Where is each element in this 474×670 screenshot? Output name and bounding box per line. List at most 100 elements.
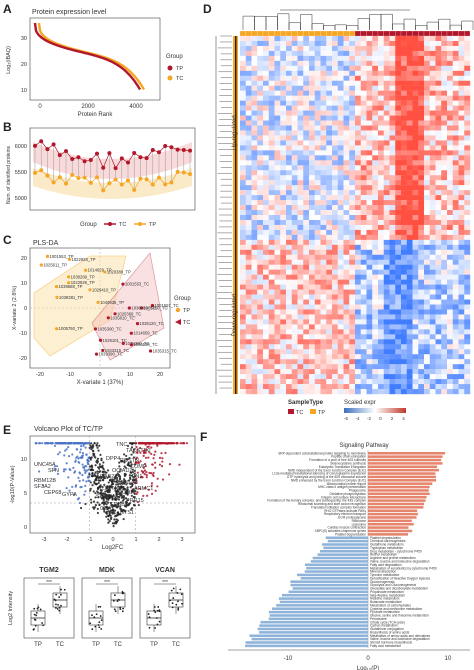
panel-d-heat-cell	[435, 135, 442, 141]
panel-e-point	[114, 515, 117, 518]
panel-d-heat-cell	[360, 344, 367, 350]
panel-d-heat-cell	[268, 334, 275, 340]
panel-e-box-point	[181, 602, 183, 605]
panel-d-heat-cell	[268, 234, 275, 241]
panel-d-heat-cell	[378, 224, 384, 231]
panel-e-xtick: -1	[88, 537, 93, 543]
panel-d-heat-cell	[343, 190, 350, 196]
panel-d-heat-cell	[263, 379, 269, 385]
panel-a-legend-tc: TC	[176, 76, 183, 82]
panel-e-point	[86, 459, 89, 462]
panel-d-heat-cell	[412, 264, 419, 270]
panel-d-heat-cell	[320, 120, 327, 126]
panel-d-heat-cell	[418, 384, 425, 390]
panel-d-heat-cell	[412, 200, 419, 206]
panel-d-heat-cell	[291, 135, 298, 141]
panel-d-heat-cell	[383, 170, 390, 176]
panel-d-heat-cell	[268, 369, 275, 375]
panel-d-heat-cell	[366, 259, 373, 265]
panel-d-heat-cell	[326, 259, 333, 265]
panel-e-point	[118, 480, 121, 483]
panel-d-heat-cell	[424, 36, 430, 42]
panel-d-heat-cell	[257, 359, 264, 365]
panel-d-heat-cell	[412, 334, 419, 340]
panel-f-bar-down	[327, 539, 368, 543]
panel-d-legend-expr-tick: -2	[367, 416, 371, 421]
panel-d-heat-cell	[257, 239, 264, 246]
panel-d-heat-cell	[286, 120, 292, 126]
panel-d-heat-cell	[280, 185, 287, 191]
panel-d-heat-cell	[314, 359, 321, 365]
panel-d-heat-cell	[429, 180, 436, 186]
panel-d-heat-cell	[314, 50, 321, 57]
panel-d-heat-cell	[447, 224, 453, 231]
panel-d-heat-cell	[240, 100, 246, 106]
panel-d-heat-cell	[429, 324, 436, 330]
panel-d-heat-cell	[458, 224, 465, 231]
panel-d-heat-cell	[263, 329, 269, 335]
panel-e-letter: E	[3, 423, 12, 437]
panel-e-box-point	[55, 603, 57, 606]
panel-e-point	[96, 442, 99, 445]
panel-d-heat-cell	[314, 294, 321, 300]
panel-d-heat-cell	[435, 379, 442, 385]
panel-d-heat-cell	[297, 85, 304, 91]
panel-d-heat-cell	[441, 205, 448, 211]
panel-d-heat-cell	[309, 190, 315, 196]
panel-d-heat-cell	[406, 254, 413, 260]
panel-d-heat-cell	[355, 115, 361, 121]
panel-e-point	[143, 473, 146, 476]
panel-d-heat-cell	[464, 319, 471, 325]
panel-d-heat-cell	[389, 190, 396, 196]
panel-e-point	[81, 473, 84, 477]
panel-e-point	[103, 501, 106, 504]
panel-d-heat-cell	[251, 120, 258, 126]
panel-d-heat-cell	[360, 384, 367, 390]
panel-d-heat-cell	[424, 364, 430, 370]
panel-d-heat-cell	[245, 369, 252, 375]
panel-d-heat-cell	[257, 85, 264, 91]
panel-d-heat-cell	[245, 324, 252, 330]
panel-d-heat-cell	[441, 160, 448, 166]
panel-d-heat-cell	[447, 374, 453, 380]
panel-d-heat-cell	[372, 329, 379, 335]
panel-e-point	[136, 491, 139, 494]
panel-e-point	[95, 460, 98, 463]
panel-d-heat-cell	[447, 264, 453, 270]
panel-d-heat-cell	[383, 324, 390, 330]
panel-d-sample-cell	[464, 30, 471, 37]
panel-f-term-down: Histidine metabolism	[370, 597, 400, 601]
panel-e-point	[123, 460, 126, 463]
panel-e-point	[129, 477, 132, 480]
panel-d-heat-cell	[251, 80, 258, 86]
panel-d-heat-cell	[268, 279, 275, 285]
panel-d-heat-cell	[291, 344, 298, 350]
panel-d-heat-cell	[320, 90, 327, 96]
panel-d-heat-cell	[274, 319, 281, 325]
panel-d-heat-cell	[297, 140, 304, 146]
panel-e-box-point	[56, 608, 59, 610]
panel-d-legend-expr-tick: 2	[391, 416, 394, 421]
panel-d-heat-cell	[447, 110, 453, 116]
panel-e-point	[105, 510, 108, 513]
panel-d-heat-cell	[452, 359, 459, 365]
panel-d-heat-cell	[418, 284, 425, 290]
panel-d-heat-cell	[378, 249, 384, 255]
panel-d-heat-cell	[458, 215, 465, 221]
panel-d-heat-cell	[251, 50, 258, 57]
panel-d-heat-cell	[401, 200, 407, 206]
panel-e-point	[135, 492, 138, 495]
panel-d-heat-cell	[378, 50, 384, 57]
panel-d-heat-cell	[309, 374, 315, 380]
panel-d-heat-cell	[412, 185, 419, 191]
panel-d-heat-cell	[337, 170, 344, 176]
panel-d-heat-cell	[412, 165, 419, 171]
panel-d-heat-cell	[326, 269, 333, 275]
panel-d-heat-cell	[441, 95, 448, 101]
panel-d-heat-cell	[366, 274, 373, 280]
panel-d-heat-cell	[343, 344, 350, 350]
panel-d-heat-cell	[447, 299, 453, 305]
panel-d-heat-cell	[429, 120, 436, 126]
panel-d-heat-cell	[378, 279, 384, 285]
panel-d-heat-cell	[309, 284, 315, 290]
